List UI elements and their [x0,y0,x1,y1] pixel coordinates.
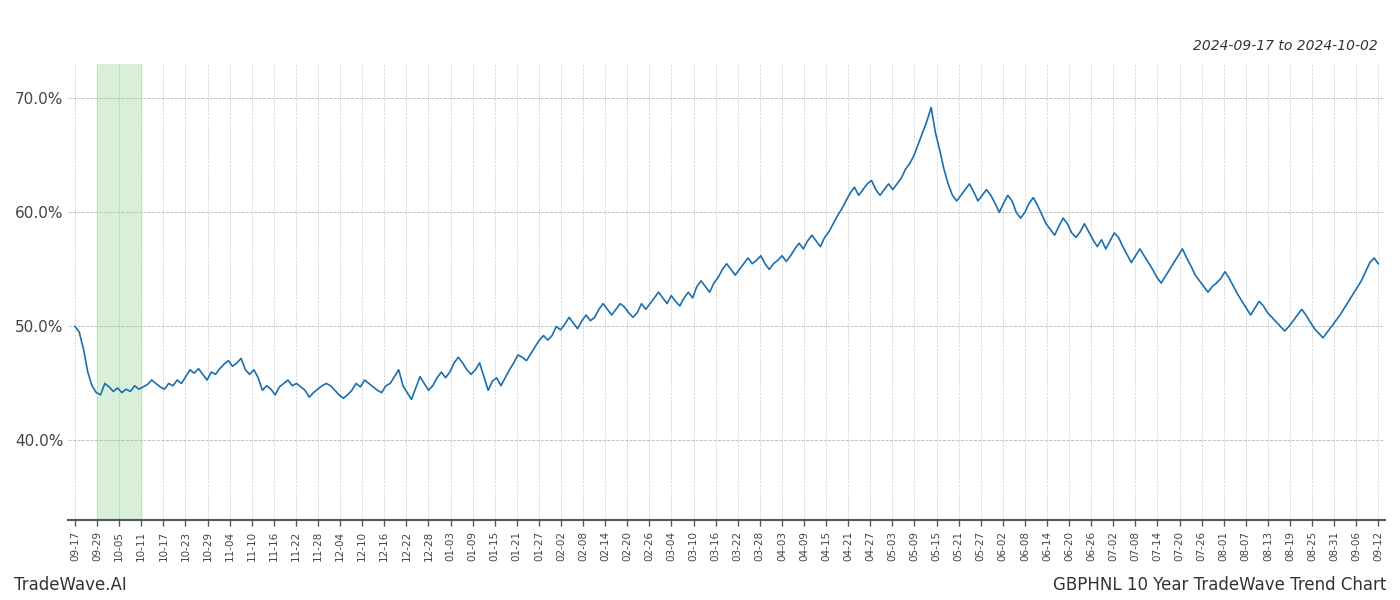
Text: GBPHNL 10 Year TradeWave Trend Chart: GBPHNL 10 Year TradeWave Trend Chart [1053,576,1386,594]
Bar [97,64,141,520]
Text: 2024-09-17 to 2024-10-02: 2024-09-17 to 2024-10-02 [1193,39,1378,53]
Text: TradeWave.AI: TradeWave.AI [14,576,127,594]
